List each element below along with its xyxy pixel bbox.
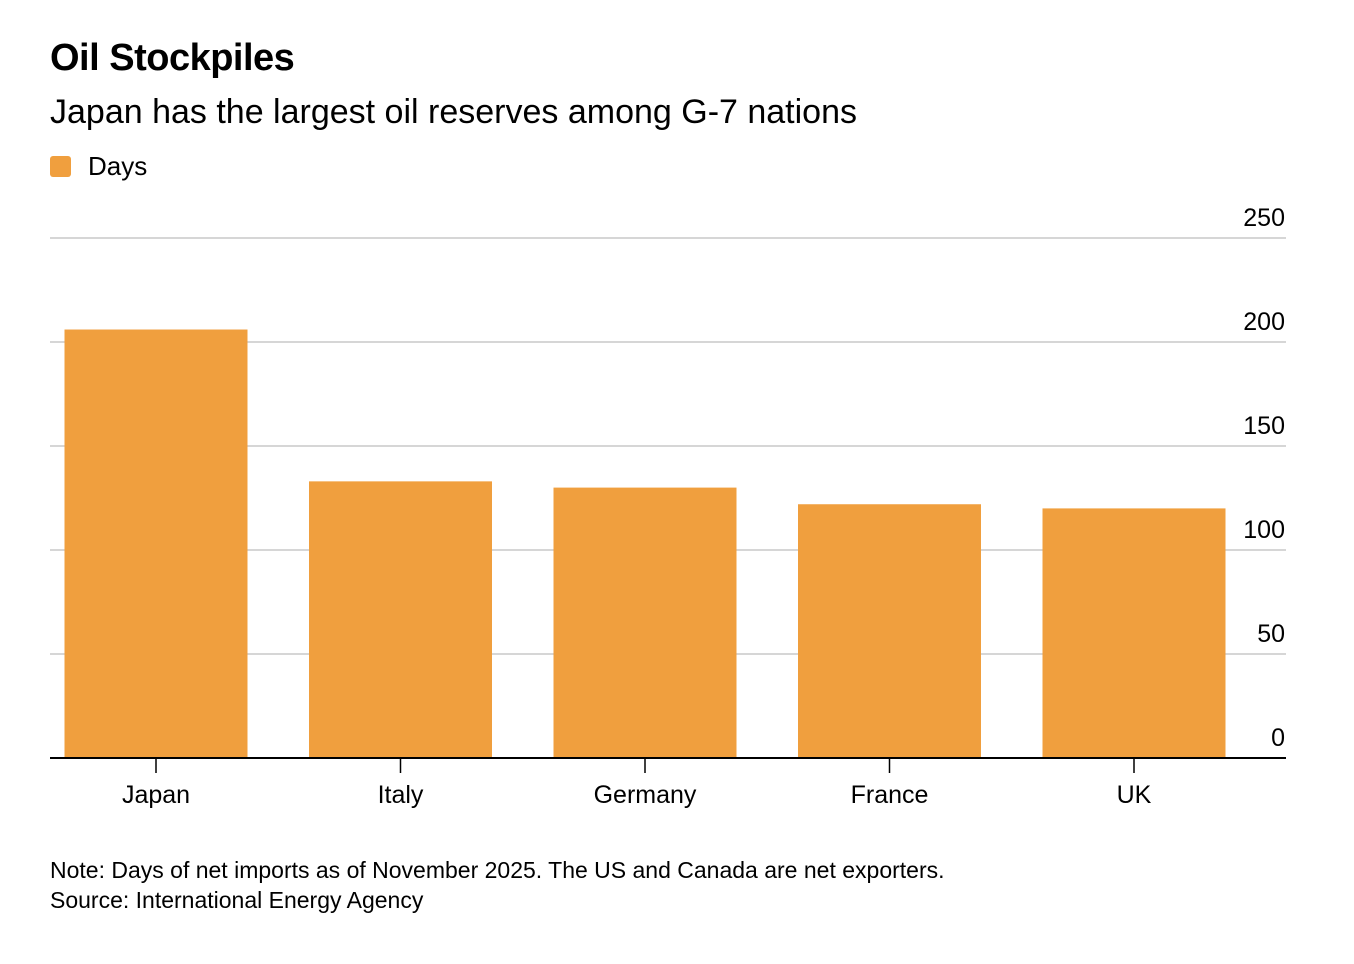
chart-source: Source: International Energy Agency <box>50 887 424 913</box>
footer: Note: Days of net imports as of November… <box>50 855 945 915</box>
chart-title: Oil Stockpiles <box>50 37 295 79</box>
chart-note: Note: Days of net imports as of November… <box>50 857 945 883</box>
y-tick-label: 150 <box>1243 412 1285 440</box>
x-tick-label: France <box>851 781 929 809</box>
y-tick-label: 0 <box>1271 724 1285 752</box>
y-tick-label: 50 <box>1257 620 1285 648</box>
x-tick-label: Italy <box>378 781 424 809</box>
chart-subtitle: Japan has the largest oil reserves among… <box>50 93 858 131</box>
y-tick-label: 200 <box>1243 308 1285 336</box>
y-tick-label: 100 <box>1243 516 1285 544</box>
x-tick-label: Germany <box>594 781 697 809</box>
bar-france <box>798 504 981 758</box>
bar-germany <box>553 487 737 758</box>
y-tick-label: 250 <box>1243 204 1285 232</box>
x-tick-label: Japan <box>122 781 190 809</box>
legend-swatch-days <box>50 155 71 177</box>
x-tick-label: UK <box>1117 781 1152 809</box>
bar-japan <box>64 329 248 758</box>
legend: Days <box>50 148 147 184</box>
bar-italy <box>309 481 492 758</box>
legend-label-days: Days <box>88 151 148 181</box>
bar-uk <box>1042 508 1226 758</box>
